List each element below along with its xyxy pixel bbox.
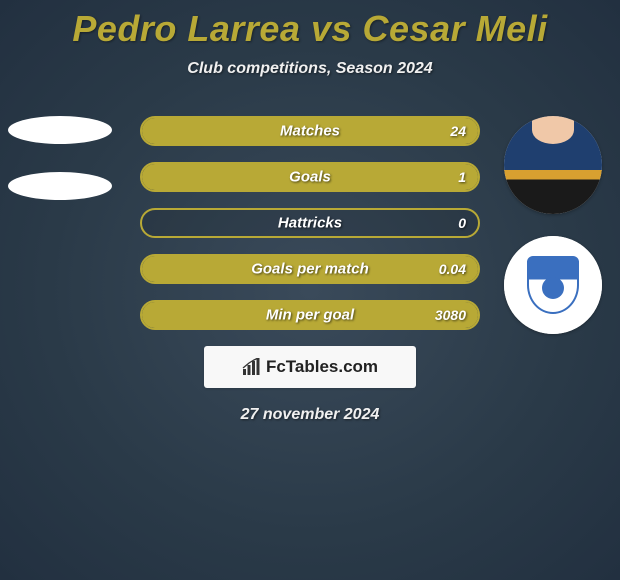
jersey-icon — [504, 116, 602, 214]
stat-value-right: 1 — [458, 169, 466, 185]
right-player-avatar — [504, 116, 602, 214]
left-player-column — [8, 116, 112, 228]
stat-value-right: 0.04 — [439, 261, 466, 277]
stat-label: Min per goal — [266, 307, 354, 324]
comparison-panel: Matches 24 Goals 1 Hattricks 0 Goals per… — [0, 116, 620, 424]
stat-value-right: 3080 — [435, 307, 466, 323]
page-title: Pedro Larrea vs Cesar Meli — [0, 0, 620, 50]
bar-chart-icon — [242, 358, 262, 376]
stat-row-hattricks: Hattricks 0 — [140, 208, 480, 238]
stat-label: Matches — [280, 123, 340, 140]
stat-label: Hattricks — [278, 215, 342, 232]
stat-label: Goals per match — [251, 261, 369, 278]
right-player-club-badge — [504, 236, 602, 334]
stat-bars: Matches 24 Goals 1 Hattricks 0 Goals per… — [140, 116, 480, 330]
stat-row-matches: Matches 24 — [140, 116, 480, 146]
left-player-club-placeholder — [8, 172, 112, 200]
left-player-avatar-placeholder — [8, 116, 112, 144]
stat-value-right: 24 — [450, 123, 466, 139]
stat-label: Goals — [289, 169, 331, 186]
stat-row-goals: Goals 1 — [140, 162, 480, 192]
stat-row-goals-per-match: Goals per match 0.04 — [140, 254, 480, 284]
brand-label: FcTables.com — [266, 357, 378, 377]
date-label: 27 november 2024 — [0, 406, 620, 424]
stat-value-right: 0 — [458, 215, 466, 231]
club-shield-icon — [504, 236, 602, 334]
right-player-column — [504, 116, 602, 356]
brand-badge[interactable]: FcTables.com — [204, 346, 416, 388]
subtitle: Club competitions, Season 2024 — [0, 60, 620, 78]
stat-row-min-per-goal: Min per goal 3080 — [140, 300, 480, 330]
